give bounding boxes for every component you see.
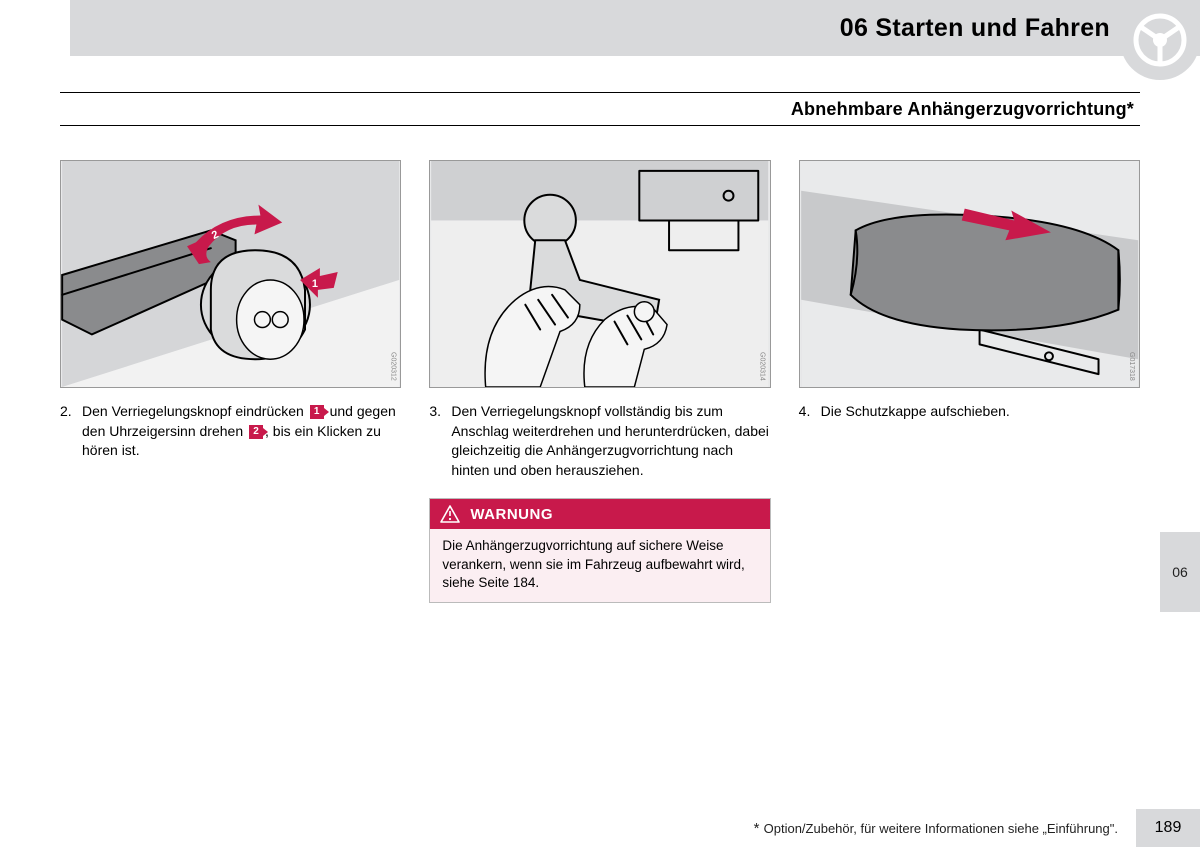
figure-ref: G020312 <box>389 352 396 381</box>
warning-header: WARNUNG <box>430 499 769 529</box>
step-text: Die Schutzkappe aufschieben. <box>821 402 1140 422</box>
callout-badge-2: 2 <box>249 425 263 439</box>
callout-badge-1: 1 <box>310 405 324 419</box>
footnote-text: Option/Zubehör, für weitere Informatione… <box>764 821 1118 836</box>
step-3: 3. Den Verriegelungsknopf vollständig bi… <box>429 402 770 480</box>
step-number: 2. <box>60 402 82 461</box>
step-text: Den Verriegelungsknopf vollständig bis z… <box>451 402 770 480</box>
side-tab-label: 06 <box>1172 564 1188 580</box>
page-number: 189 <box>1136 809 1200 847</box>
page-footer: * Option/Zubehör, für weitere Informatio… <box>0 809 1200 847</box>
warning-label: WARNUNG <box>470 506 553 523</box>
chapter-side-tab: 06 <box>1160 532 1200 612</box>
step-4: 4. Die Schutzkappe aufschieben. <box>799 402 1140 422</box>
step-column-4: G017318 4. Die Schutzkappe aufschieben. <box>799 160 1140 603</box>
footnote: * Option/Zubehör, für weitere Informatio… <box>754 820 1122 837</box>
figure-step-2: 1 2 G020312 <box>60 160 401 388</box>
figure-step-3: G020314 <box>429 160 770 388</box>
chapter-title: 06 Starten und Fahren <box>840 14 1110 43</box>
figure-ref: G020314 <box>759 352 766 381</box>
section-title-bar: Abnehmbare Anhängerzugvorrichtung* <box>60 92 1140 126</box>
step-2: 2. Den Verriegelungsknopf eindrücken 1 u… <box>60 402 401 461</box>
step-column-2: 1 2 G020312 2. Den Verriegelungsknopf ei… <box>60 160 401 603</box>
step-text: Den Verriegelungsknopf eindrücken 1 und … <box>82 402 401 461</box>
figure-ref: G017318 <box>1128 352 1135 381</box>
step-column-3: G020314 3. Den Verriegelungsknopf vollst… <box>429 160 770 603</box>
steering-wheel-icon <box>1120 0 1200 80</box>
figure-step-4: G017318 <box>799 160 1140 388</box>
warning-triangle-icon <box>440 505 460 523</box>
chapter-header: 06 Starten und Fahren <box>70 0 1200 56</box>
step-number: 4. <box>799 402 821 422</box>
svg-text:1: 1 <box>312 278 318 290</box>
section-title: Abnehmbare Anhängerzugvorrichtung* <box>791 99 1134 120</box>
step-number: 3. <box>429 402 451 480</box>
warning-body: Die Anhängerzugvorrichtung auf sichere W… <box>430 529 769 602</box>
content-area: 1 2 G020312 2. Den Verriegelungsknopf ei… <box>60 160 1140 603</box>
footnote-star: * <box>754 820 764 837</box>
warning-box: WARNUNG Die Anhängerzugvorrichtung auf s… <box>429 498 770 603</box>
